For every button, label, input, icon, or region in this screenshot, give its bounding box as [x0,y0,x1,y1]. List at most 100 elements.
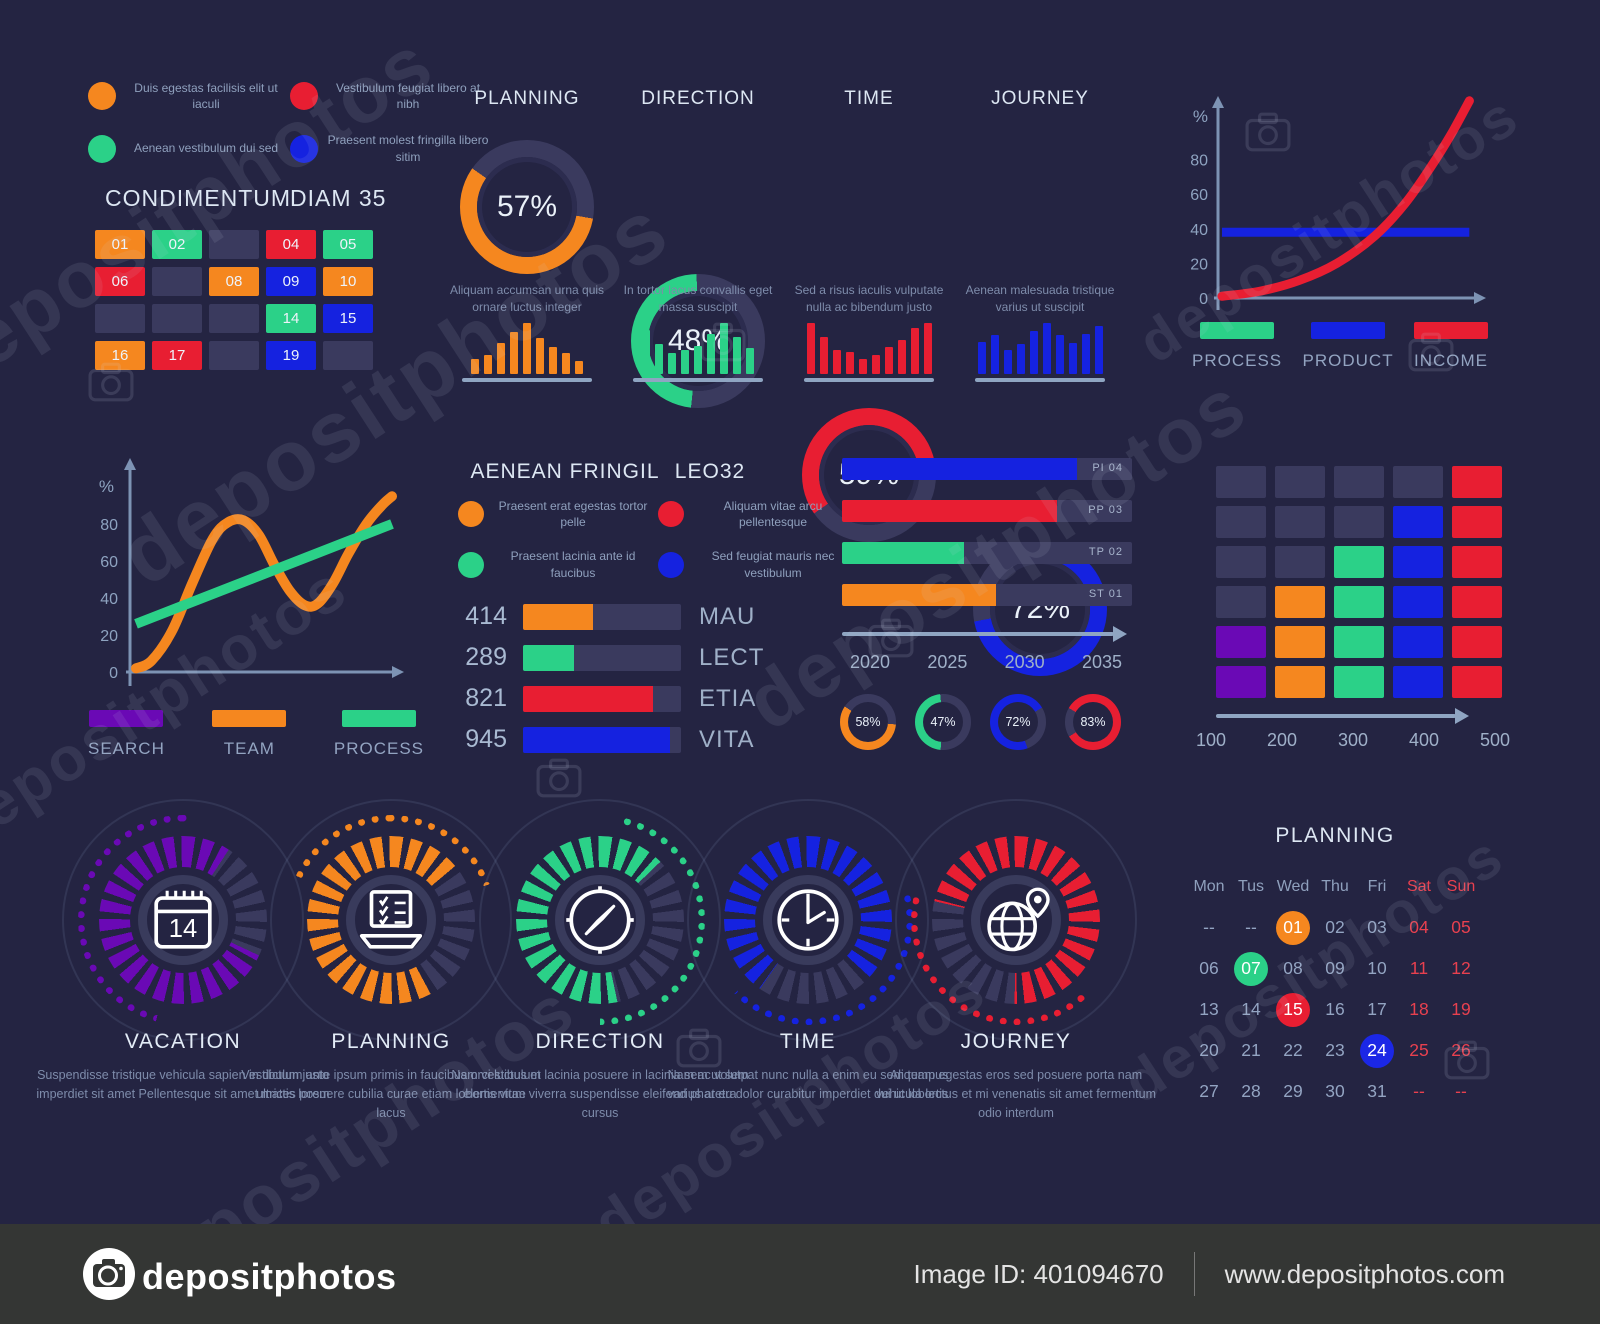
calendar-day[interactable]: 02 [1325,917,1345,937]
calendar-day-selected[interactable]: 24 [1360,1033,1394,1068]
kpi-baseline [462,378,592,382]
svg-text:%: % [99,477,114,496]
calendar-day[interactable]: 29 [1283,1081,1303,1101]
mini-bar [536,338,544,374]
grid-cell[interactable]: 15 [323,304,373,333]
calendar-day[interactable]: 12 [1451,958,1471,978]
calendar-day[interactable]: 09 [1325,958,1345,978]
calendar-day[interactable]: 23 [1325,1040,1345,1060]
calendar-day[interactable]: 18 [1409,999,1429,1019]
image-id-text: Image ID: 401094670 [913,1258,1164,1289]
calendar-day[interactable]: 26 [1451,1040,1471,1060]
mini-bar [681,349,689,374]
kpi-title: JOURNEY [991,88,1089,109]
calendar-day[interactable]: 28 [1241,1081,1261,1101]
kpi-mini-bar-chart [462,320,592,374]
grid-cell[interactable]: 05 [323,230,373,259]
mini-bar [977,341,986,374]
kpi-baseline [804,378,934,382]
calendar-day[interactable]: 17 [1367,999,1387,1019]
growth-chart-legend: PROCESS PRODUCT INCOME [1192,322,1488,371]
calendar-day[interactable]: 05 [1451,917,1471,937]
calendar-day[interactable]: 22 [1283,1040,1303,1060]
bar-label: LECT [699,643,765,671]
grid-cell[interactable]: 01 [95,230,145,259]
grid-cell[interactable]: 19 [266,341,316,370]
mini-bar [910,328,919,374]
grid-cell[interactable]: 06 [95,267,145,296]
grid-cell[interactable]: 14 [266,304,316,333]
mini-bar [897,339,906,374]
calendar-day-header: Sat [1406,877,1431,895]
bar-label: VITA [699,725,755,753]
legend-dot-icon [658,501,684,528]
bar-label: MAU [699,602,756,630]
calendar-day[interactable]: 10 [1367,958,1387,978]
svg-text:14: 14 [169,915,197,943]
grid-cell[interactable]: 02 [152,230,202,259]
kpi-title: TIME [844,88,894,109]
heatmap-axis-label: 200 [1266,730,1298,750]
grid-cell[interactable]: 09 [266,267,316,296]
mini-bar [1042,322,1051,374]
grid-cell [152,267,202,296]
kpi-baseline [633,378,763,382]
heatmap-cell [1275,506,1325,538]
calendar-day[interactable]: 03 [1367,917,1387,937]
heatmap-axis-label: 300 [1337,730,1369,750]
site-url[interactable]: www.depositphotos.com [1224,1258,1505,1289]
timeline-bar-label: PP 03 [1088,504,1123,516]
small-donut-value: 83% [1080,715,1106,729]
calendar-day[interactable]: 06 [1199,958,1219,978]
bar-row-vita: 945 VITA [455,719,764,760]
svg-text:80: 80 [1190,153,1208,170]
calendar-day[interactable]: 25 [1409,1040,1429,1060]
calendar-day[interactable]: 04 [1409,917,1429,937]
grid-cell[interactable]: 10 [323,267,373,296]
legend-swatch [212,710,287,727]
calendar-day[interactable]: 30 [1325,1081,1345,1101]
heatmap-grid [1216,466,1502,698]
svg-text:80: 80 [100,517,118,534]
calendar-day[interactable]: 19 [1451,999,1471,1019]
calendar-day-header: Tus [1237,877,1265,895]
calendar-day[interactable]: 16 [1325,999,1345,1019]
calendar-day-header: Fri [1367,877,1387,895]
camera-watermark-icon [536,758,582,803]
timeline-bar-label: PI 04 [1092,462,1123,474]
small-donut-hole [998,702,1038,742]
gauge-description: Vestibulum ante ipsum primis in faucibus… [241,1068,541,1120]
calendar-day[interactable]: 20 [1199,1040,1219,1060]
grid-cell[interactable]: 16 [95,341,145,370]
footer-divider [1193,1252,1195,1296]
calendar-day[interactable]: 14 [1241,999,1261,1019]
kpi-mini-bar-chart [975,320,1105,374]
calendar-day-selected[interactable]: 15 [1276,992,1310,1027]
calendar-day[interactable]: 21 [1241,1040,1261,1060]
kpi-donut: 48% [631,274,765,408]
mini-bar [832,349,841,374]
calendar-day-header: Thu [1321,877,1349,895]
legend-swatch [341,710,416,727]
grid-cell[interactable]: 04 [266,230,316,259]
mini-bar [523,322,531,374]
calendar-day[interactable]: 11 [1409,958,1429,978]
legend-item-label: Aenean vestibulum dui sed [133,141,279,156]
gauge-description: Nam vestibulum lacinia posuere in lacini… [451,1068,749,1120]
calendar-day-selected[interactable]: 01 [1276,910,1310,945]
small-donut: 58% [840,694,896,750]
calendar-day[interactable]: 27 [1199,1081,1219,1101]
clock-icon [703,815,913,1025]
grid-cell [152,304,202,333]
small-donut: 47% [915,694,971,750]
calendar-day: -- [1455,1081,1467,1101]
legend-label: PROCESS [1192,351,1283,370]
gauge-journey [895,799,1137,1041]
calendar-day[interactable]: 13 [1199,999,1219,1019]
calendar-day-selected[interactable]: 07 [1234,951,1268,986]
calendar-day[interactable]: 31 [1367,1081,1387,1101]
grid-cell[interactable]: 08 [209,267,259,296]
calendar-day[interactable]: 08 [1283,958,1303,978]
grid-cell[interactable]: 17 [152,341,202,370]
legend-dot-icon [458,551,484,578]
